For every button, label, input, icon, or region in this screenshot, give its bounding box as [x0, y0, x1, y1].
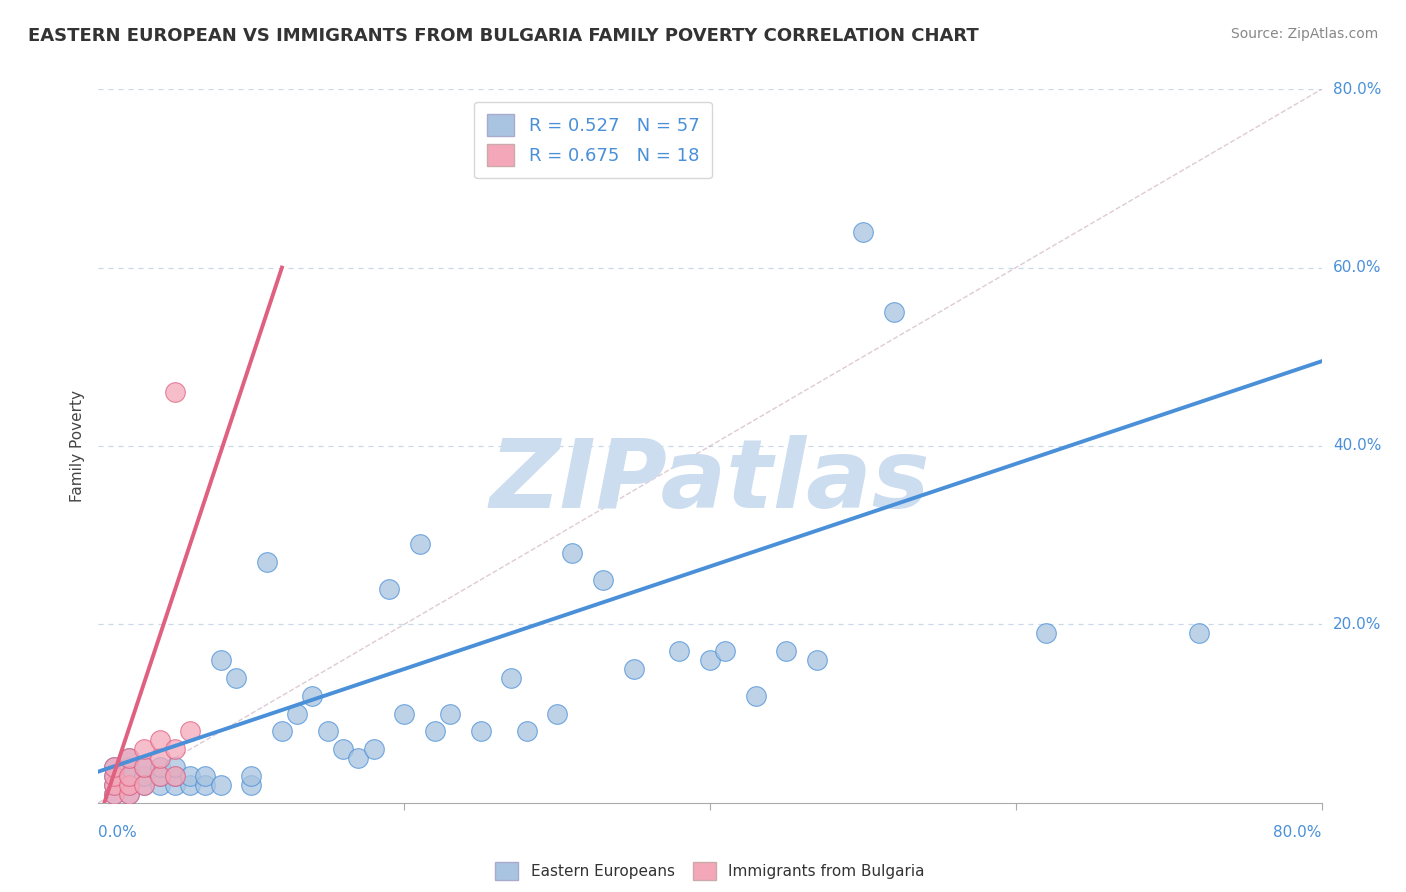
Point [806, 653, 828, 667]
Point [149, 778, 172, 792]
Point [501, 671, 523, 685]
Point [699, 653, 721, 667]
Point [240, 778, 263, 792]
Point [118, 778, 141, 792]
Text: ZIPatlas: ZIPatlas [489, 435, 931, 528]
Point [179, 769, 201, 783]
Point [163, 769, 186, 783]
Point [179, 778, 201, 792]
Point [149, 769, 172, 783]
Point [592, 573, 614, 587]
Point [347, 751, 370, 765]
Point [285, 706, 308, 721]
Point [883, 305, 905, 319]
Point [118, 778, 141, 792]
Point [163, 769, 186, 783]
Point [194, 769, 217, 783]
Point [1035, 626, 1057, 640]
Point [134, 778, 156, 792]
Y-axis label: Family Poverty: Family Poverty [70, 390, 86, 502]
Point [240, 769, 263, 783]
Point [118, 751, 141, 765]
Point [316, 724, 339, 739]
Point [852, 225, 875, 239]
Point [163, 760, 186, 774]
Point [179, 724, 201, 739]
Point [745, 689, 768, 703]
Point [149, 751, 172, 765]
Point [363, 742, 385, 756]
Point [118, 751, 141, 765]
Point [118, 787, 141, 801]
Text: 60.0%: 60.0% [1333, 260, 1381, 275]
Point [103, 778, 125, 792]
Point [225, 671, 247, 685]
Point [149, 769, 172, 783]
Point [134, 742, 156, 756]
Point [163, 778, 186, 792]
Point [378, 582, 401, 596]
Point [1188, 626, 1211, 640]
Point [194, 778, 217, 792]
Point [118, 769, 141, 783]
Point [118, 760, 141, 774]
Point [439, 706, 461, 721]
Text: 80.0%: 80.0% [1333, 82, 1381, 96]
Point [623, 662, 645, 676]
Legend: Eastern Europeans, Immigrants from Bulgaria: Eastern Europeans, Immigrants from Bulga… [488, 854, 932, 888]
Point [149, 733, 172, 747]
Point [209, 653, 232, 667]
Point [332, 742, 354, 756]
Point [256, 555, 278, 569]
Point [408, 537, 430, 551]
Point [270, 724, 292, 739]
Point [546, 706, 568, 721]
Text: 40.0%: 40.0% [1333, 439, 1381, 453]
Point [714, 644, 737, 658]
Text: 20.0%: 20.0% [1333, 617, 1381, 632]
Point [209, 778, 232, 792]
Point [118, 787, 141, 801]
Point [103, 760, 125, 774]
Point [149, 760, 172, 774]
Point [134, 760, 156, 774]
Point [423, 724, 446, 739]
Point [134, 769, 156, 783]
Point [775, 644, 797, 658]
Point [668, 644, 690, 658]
Point [103, 769, 125, 783]
Point [301, 689, 323, 703]
Point [103, 778, 125, 792]
Point [392, 706, 416, 721]
Text: EASTERN EUROPEAN VS IMMIGRANTS FROM BULGARIA FAMILY POVERTY CORRELATION CHART: EASTERN EUROPEAN VS IMMIGRANTS FROM BULG… [28, 27, 979, 45]
Point [103, 769, 125, 783]
Point [163, 742, 186, 756]
Point [561, 546, 583, 560]
Point [103, 787, 125, 801]
Text: 80.0%: 80.0% [1274, 825, 1322, 840]
Point [103, 760, 125, 774]
Text: Source: ZipAtlas.com: Source: ZipAtlas.com [1230, 27, 1378, 41]
Point [134, 760, 156, 774]
Text: 0.0%: 0.0% [98, 825, 138, 840]
Point [103, 787, 125, 801]
Point [118, 769, 141, 783]
Point [163, 385, 186, 400]
Point [134, 778, 156, 792]
Point [516, 724, 538, 739]
Point [470, 724, 492, 739]
